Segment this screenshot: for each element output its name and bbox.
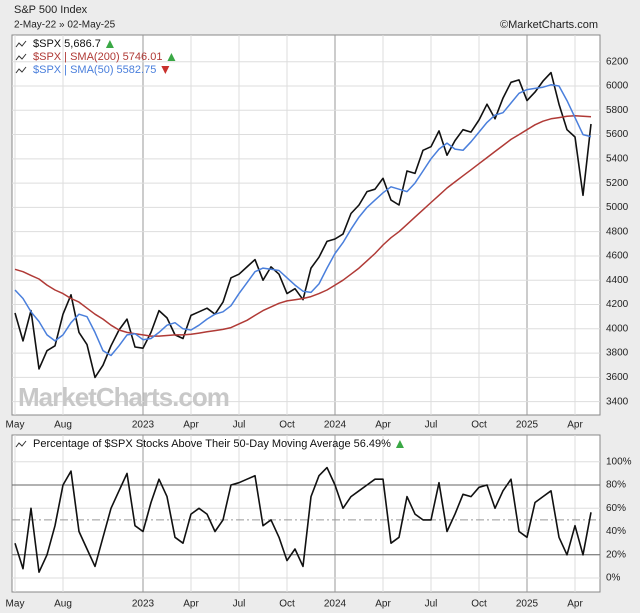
legend-icon <box>15 53 27 61</box>
y-tick-label: 4000 <box>606 323 629 334</box>
x-tick-label: 2023 <box>132 420 155 431</box>
y-tick-label: 100% <box>606 456 632 467</box>
x-tick-label: May <box>6 599 25 610</box>
x-tick-label: Oct <box>279 599 295 610</box>
x-tick-label: Apr <box>375 599 391 610</box>
breadth-panel <box>11 434 601 593</box>
trend-down-icon <box>161 66 170 74</box>
legend-icon <box>15 40 27 48</box>
y-tick-label: 6000 <box>606 81 629 92</box>
y-tick-label: 40% <box>606 526 626 537</box>
y-tick-label: 5400 <box>606 153 629 164</box>
chart-title: S&P 500 Index <box>14 4 88 16</box>
y-tick-label: 4600 <box>606 251 629 262</box>
watermark: MarketCharts.com <box>18 382 229 412</box>
x-tick-label: Jul <box>233 599 246 610</box>
y-tick-label: 6200 <box>606 56 629 67</box>
x-tick-label: Jul <box>233 420 246 431</box>
legend-icon <box>15 440 27 448</box>
y-tick-label: 3800 <box>606 348 629 359</box>
x-tick-label: Apr <box>375 420 391 431</box>
series-line <box>14 466 592 573</box>
y-tick-label: 3600 <box>606 372 629 383</box>
source: ©MarketCharts.com <box>500 19 598 31</box>
y-tick-label: 5200 <box>606 178 629 189</box>
legend-label: Percentage of $SPX Stocks Above Their 50… <box>33 438 391 450</box>
trend-up-icon <box>105 40 114 48</box>
x-tick-label: Oct <box>471 599 487 610</box>
series-line <box>14 114 592 337</box>
x-tick-label: 2024 <box>324 599 347 610</box>
x-tick-label: Jul <box>425 599 438 610</box>
trend-up-icon <box>167 53 176 61</box>
x-tick-label: 2023 <box>132 599 155 610</box>
x-tick-label: Aug <box>54 599 72 610</box>
x-tick-label: 2025 <box>516 599 539 610</box>
legend-label: $SPX 5,686.7 <box>33 38 101 50</box>
y-tick-label: 5600 <box>606 129 629 140</box>
chart-subtitle: 2-May-22 » 02-May-25 <box>14 20 116 31</box>
y-tick-label: 5000 <box>606 202 629 213</box>
x-tick-label: Apr <box>567 599 583 610</box>
x-tick-label: Oct <box>471 420 487 431</box>
x-tick-label: 2024 <box>324 420 347 431</box>
x-tick-label: Apr <box>183 599 199 610</box>
x-tick-label: Oct <box>279 420 295 431</box>
price-panel <box>11 34 601 416</box>
plot-area <box>14 466 592 573</box>
y-tick-label: 80% <box>606 480 626 491</box>
y-tick-label: 4800 <box>606 226 629 237</box>
y-tick-label: 0% <box>606 573 621 584</box>
plot-area <box>14 71 592 379</box>
x-tick-label: Apr <box>567 420 583 431</box>
y-tick-label: 60% <box>606 503 626 514</box>
x-tick-label: Apr <box>183 420 199 431</box>
legend-icon <box>15 66 27 74</box>
x-tick-label: May <box>6 420 25 431</box>
x-tick-label: 2025 <box>516 420 539 431</box>
x-tick-label: Jul <box>425 420 438 431</box>
y-tick-label: 4200 <box>606 299 629 310</box>
trend-up-icon <box>395 440 404 448</box>
y-tick-label: 3400 <box>606 396 629 407</box>
x-tick-label: Aug <box>54 420 72 431</box>
y-tick-label: 20% <box>606 549 626 560</box>
series-line <box>14 71 592 379</box>
legend-label: $SPX | SMA(50) 5582.75 <box>33 64 156 76</box>
legend-label: $SPX | SMA(200) 5746.01 <box>33 51 162 63</box>
series-line <box>14 84 592 357</box>
y-tick-label: 4400 <box>606 275 629 286</box>
y-tick-label: 5800 <box>606 105 629 116</box>
